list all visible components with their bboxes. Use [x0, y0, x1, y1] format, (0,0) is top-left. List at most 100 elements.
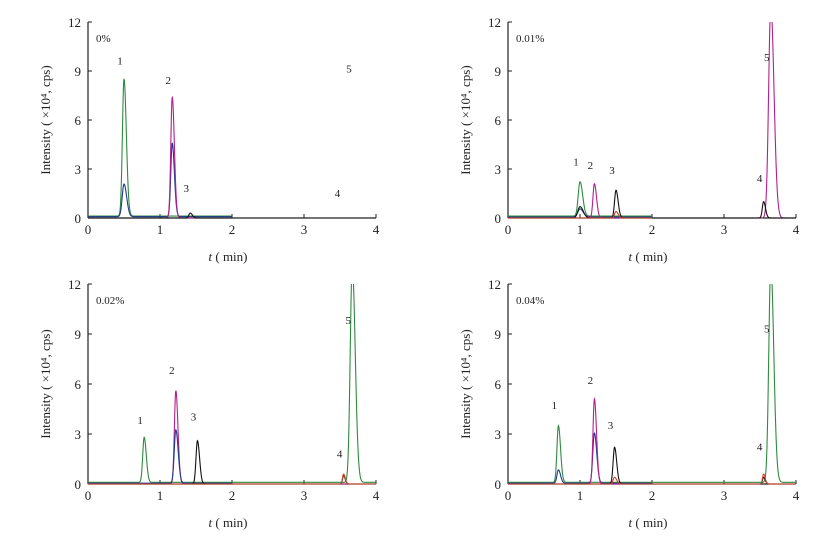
x-tick-label: 1: [577, 222, 584, 237]
series-line: [508, 473, 796, 485]
x-tick-label: 2: [229, 222, 236, 237]
y-tick-label: 9: [495, 64, 502, 79]
y-tick-label: 12: [488, 277, 501, 292]
y-tick-label: 9: [75, 327, 82, 342]
y-tick-label: 9: [495, 327, 502, 342]
panel-label: 0.04%: [516, 295, 544, 307]
x-tick-label: 1: [157, 488, 164, 503]
y-axis-label: Intensity ( ×10⁴, cps): [458, 329, 473, 438]
x-tick-label: 3: [301, 488, 308, 503]
x-tick-label: 1: [577, 488, 584, 503]
x-tick-label: 3: [301, 222, 308, 237]
peak-label: 5: [764, 52, 770, 64]
peak-label: 3: [183, 183, 189, 195]
peak-label: 5: [345, 315, 351, 327]
x-axis-label: t ( min): [208, 515, 247, 530]
x-tick-label: 0: [505, 488, 512, 503]
peak-label: 1: [137, 415, 143, 427]
x-tick-label: 4: [373, 488, 380, 503]
x-tick-label: 0: [85, 222, 92, 237]
series-line: [88, 439, 376, 485]
y-tick-label: 6: [495, 113, 502, 128]
x-tick-label: 0: [505, 222, 512, 237]
y-tick-label: 3: [75, 162, 82, 177]
panel-label: 0%: [96, 33, 111, 45]
peak-label: 4: [335, 188, 341, 200]
series-line: [88, 473, 376, 485]
series-line: [508, 180, 652, 217]
series-line: [88, 78, 232, 217]
y-tick-label: 3: [495, 162, 502, 177]
series-line: [88, 428, 232, 484]
peak-label: 2: [165, 75, 171, 87]
series-group: [88, 284, 376, 485]
series-line: [88, 142, 232, 218]
series-line: [508, 446, 796, 485]
series-line: [508, 22, 796, 219]
y-tick-label: 0: [75, 477, 82, 492]
series-line: [508, 210, 652, 219]
peak-label: 2: [588, 160, 594, 172]
x-tick-label: 2: [649, 488, 656, 503]
peak-label: 5: [764, 323, 770, 335]
series-line: [508, 432, 652, 484]
peak-label: 5: [346, 64, 352, 76]
peak-label: 3: [608, 420, 614, 432]
panel-label: 0.02%: [96, 295, 124, 307]
peak-label: 1: [573, 157, 579, 169]
peak-label: 4: [757, 173, 763, 185]
series-line: [508, 284, 796, 483]
x-tick-label: 3: [721, 222, 728, 237]
peak-label: 1: [117, 55, 123, 67]
series-line: [508, 208, 652, 218]
y-tick-label: 3: [75, 427, 82, 442]
series-line: [88, 96, 232, 219]
y-tick-label: 6: [75, 377, 82, 392]
series-line: [508, 189, 796, 219]
series-group: [88, 78, 232, 219]
y-axis-label: Intensity ( ×10⁴, cps): [458, 65, 473, 174]
y-tick-label: 0: [75, 211, 82, 226]
y-tick-label: 12: [68, 277, 81, 292]
series-group: [508, 284, 796, 485]
y-tick-label: 6: [495, 377, 502, 392]
series-group: [508, 22, 796, 219]
panel-label: 0.01%: [516, 33, 544, 45]
x-tick-label: 4: [793, 222, 800, 237]
x-tick-label: 4: [373, 222, 380, 237]
x-tick-label: 2: [229, 488, 236, 503]
y-tick-label: 0: [495, 211, 502, 226]
x-axis-label: t ( min): [628, 515, 667, 530]
peak-label: 4: [757, 442, 763, 454]
series-line: [88, 284, 376, 483]
peak-label: 2: [588, 375, 594, 387]
x-axis-label: t ( min): [208, 249, 247, 264]
y-tick-label: 12: [488, 15, 501, 30]
x-tick-label: 2: [649, 222, 656, 237]
peak-label: 1: [552, 400, 558, 412]
peak-label: 4: [337, 448, 343, 460]
series-line: [88, 390, 376, 485]
series-line: [508, 396, 652, 485]
y-tick-label: 9: [75, 64, 82, 79]
series-line: [88, 212, 232, 219]
y-tick-label: 6: [75, 113, 82, 128]
peak-label: 3: [609, 165, 615, 177]
y-axis-label: Intensity ( ×10⁴, cps): [38, 65, 53, 174]
x-tick-label: 3: [721, 488, 728, 503]
peak-label: 3: [191, 412, 197, 424]
peak-label: 2: [169, 365, 175, 377]
x-axis-label: t ( min): [628, 249, 667, 264]
x-tick-label: 4: [793, 488, 800, 503]
y-axis-label: Intensity ( ×10⁴, cps): [38, 329, 53, 438]
y-tick-label: 12: [68, 15, 81, 30]
x-tick-label: 1: [157, 222, 164, 237]
y-tick-label: 3: [495, 427, 502, 442]
x-tick-label: 0: [85, 488, 92, 503]
